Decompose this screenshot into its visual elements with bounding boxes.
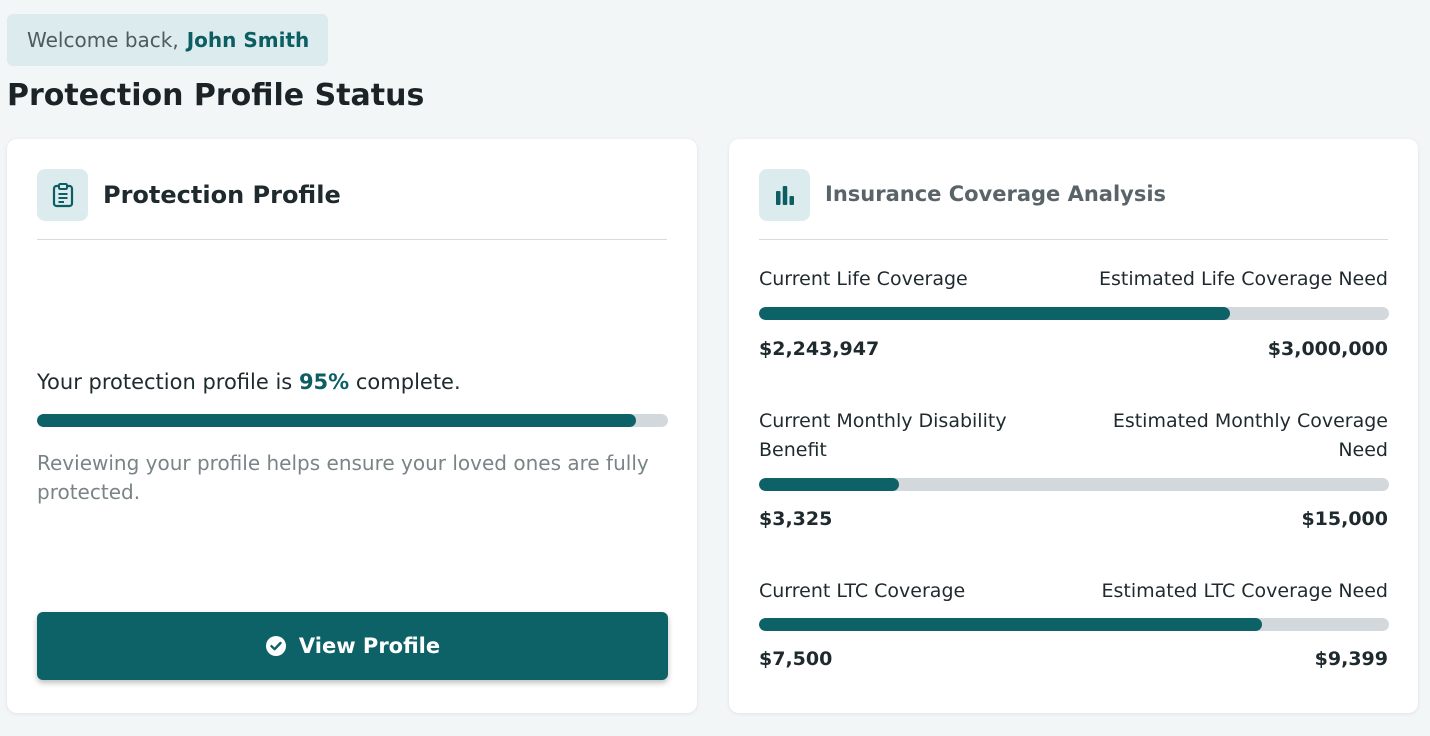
disability-coverage-fill — [759, 478, 899, 491]
ltc-current-label: Current LTC Coverage — [759, 580, 966, 602]
user-name: John Smith — [186, 28, 310, 52]
ltc-coverage-track — [759, 618, 1389, 631]
check-circle-icon — [265, 635, 287, 657]
bar-chart-icon — [759, 169, 810, 221]
ltc-current-value: $7,500 — [759, 648, 833, 670]
ltc-need-label: Estimated LTC Coverage Need — [1101, 580, 1388, 602]
page-title: Protection Profile Status — [7, 78, 425, 113]
life-need-label: Estimated Life Coverage Need — [1098, 268, 1388, 290]
profile-percent: 95% — [298, 370, 350, 394]
coverage-analysis-header: Insurance Coverage Analysis — [759, 169, 1388, 240]
ltc-need-value: $9,399 — [1314, 648, 1388, 670]
protection-profile-header: Protection Profile — [37, 169, 667, 240]
disability-current-label: Current Monthly Disability Benefit — [759, 410, 1007, 461]
welcome-prefix: Welcome back, — [27, 28, 179, 52]
clipboard-icon — [37, 169, 88, 221]
life-current-label: Current Life Coverage — [759, 268, 968, 290]
disability-current-value: $3,325 — [759, 508, 833, 530]
protection-profile-title: Protection Profile — [103, 181, 341, 209]
welcome-banner: Welcome back, John Smith — [7, 14, 328, 66]
disability-need-label: Estimated Monthly Coverage Need — [1112, 410, 1388, 461]
life-coverage-track — [759, 307, 1389, 320]
life-current-value: $2,243,947 — [759, 338, 880, 360]
profile-status-prefix: Your protection profile is — [37, 370, 293, 394]
profile-hint: Reviewing your profile helps ensure your… — [37, 451, 649, 504]
coverage-analysis-card: Insurance Coverage Analysis Current Life… — [729, 139, 1418, 713]
view-profile-label: View Profile — [298, 634, 441, 658]
profile-status-suffix: complete. — [355, 370, 461, 394]
profile-progress-track — [37, 414, 668, 427]
disability-need-value: $15,000 — [1301, 508, 1388, 530]
ltc-coverage-fill — [759, 618, 1262, 631]
life-coverage-fill — [759, 307, 1231, 320]
protection-profile-card: Protection Profile Your protection profi… — [7, 139, 697, 713]
profile-progress-fill — [37, 414, 637, 427]
view-profile-button[interactable]: View Profile — [37, 612, 668, 680]
profile-completion-text: Your protection profile is 95% complete. — [37, 370, 461, 394]
disability-coverage-track — [759, 478, 1389, 491]
coverage-analysis-title: Insurance Coverage Analysis — [825, 182, 1167, 206]
life-need-value: $3,000,000 — [1267, 338, 1388, 360]
